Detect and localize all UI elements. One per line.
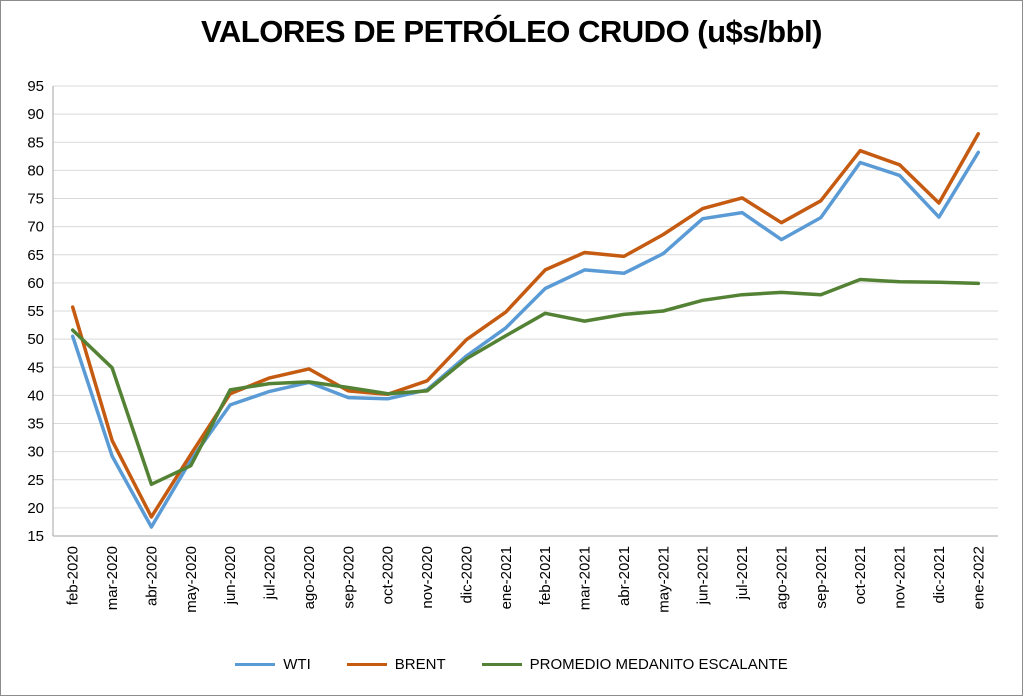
y-tick-label: 95 bbox=[27, 78, 44, 95]
y-tick-label: 65 bbox=[27, 247, 44, 264]
legend-label: WTI bbox=[283, 655, 311, 673]
legend-label: BRENT bbox=[394, 655, 446, 673]
x-tick-label: jun-2021 bbox=[695, 546, 712, 605]
legend: WTI BRENT PROMEDIO MEDANITO ESCALANTE bbox=[0, 652, 1023, 676]
series-lines bbox=[70, 132, 981, 529]
y-tick-label: 85 bbox=[27, 134, 44, 151]
x-tick-label: may-2021 bbox=[655, 546, 672, 613]
y-tick-label: 90 bbox=[27, 106, 44, 123]
y-tick-label: 30 bbox=[27, 444, 44, 461]
x-tick-label: dic-2020 bbox=[458, 546, 475, 604]
x-tick-label: mar-2021 bbox=[577, 546, 594, 610]
y-tick-label: 75 bbox=[27, 191, 44, 208]
x-tick-label: jul-2020 bbox=[262, 546, 279, 600]
x-tick-label: abr-2020 bbox=[143, 546, 160, 606]
y-tick-label: 55 bbox=[27, 303, 44, 320]
x-tick-label: ene-2022 bbox=[970, 546, 987, 609]
y-tick-label: 60 bbox=[27, 275, 44, 292]
y-tick-label: 50 bbox=[27, 331, 44, 348]
y-tick-label: 35 bbox=[27, 416, 44, 433]
y-tick-label: 20 bbox=[27, 500, 44, 517]
legend-item: PROMEDIO MEDANITO ESCALANTE bbox=[481, 655, 788, 673]
y-axis-tick-labels: 15 20 25 30 35 40 45 50 55 60 65 70 75 80 85 90 95 bbox=[27, 78, 44, 545]
series-line-wti bbox=[70, 150, 981, 529]
series-line-promedio-medanito-escalante bbox=[70, 277, 981, 487]
x-tick-label: ago-2020 bbox=[301, 546, 318, 609]
x-tick-label: sep-2020 bbox=[340, 546, 357, 609]
y-tick-label: 40 bbox=[27, 387, 44, 404]
x-tick-label: jun-2020 bbox=[222, 546, 239, 605]
chart-title: VALORES DE PETRÓLEO CRUDO (u$s/bbl) bbox=[201, 14, 822, 49]
legend-swatch bbox=[235, 662, 276, 666]
x-tick-label: nov-2020 bbox=[419, 546, 436, 609]
x-axis-tick-labels: feb-2020 mar-2020 abr-2020 may-2020 jun-2020… bbox=[65, 546, 988, 613]
x-tick-label: dic-2021 bbox=[931, 546, 948, 604]
x-tick-label: ago-2021 bbox=[773, 546, 790, 609]
x-tick-label: nov-2021 bbox=[892, 546, 909, 609]
x-tick-label: feb-2020 bbox=[65, 546, 82, 605]
x-tick-label: may-2020 bbox=[183, 546, 200, 613]
x-tick-label: jul-2021 bbox=[734, 546, 751, 600]
x-tick-label: ene-2021 bbox=[498, 546, 515, 609]
y-tick-label: 25 bbox=[27, 472, 44, 489]
legend-swatch bbox=[346, 662, 387, 666]
y-tick-label: 70 bbox=[27, 219, 44, 236]
y-tick-label: 15 bbox=[27, 528, 44, 545]
x-tick-label: oct-2020 bbox=[380, 546, 397, 604]
x-tick-label: feb-2021 bbox=[537, 546, 554, 605]
grid-lines bbox=[52, 85, 998, 537]
x-tick-label: mar-2020 bbox=[104, 546, 121, 610]
legend-swatch bbox=[481, 662, 522, 666]
legend-item: BRENT bbox=[346, 655, 446, 673]
y-tick-label: 45 bbox=[27, 359, 44, 376]
legend-item: WTI bbox=[235, 656, 311, 673]
x-tick-label: oct-2021 bbox=[852, 546, 869, 604]
x-tick-label: abr-2021 bbox=[616, 546, 633, 606]
y-tick-label: 80 bbox=[27, 162, 44, 179]
legend-label: PROMEDIO MEDANITO ESCALANTE bbox=[529, 655, 788, 673]
x-tick-label: sep-2021 bbox=[813, 546, 830, 609]
